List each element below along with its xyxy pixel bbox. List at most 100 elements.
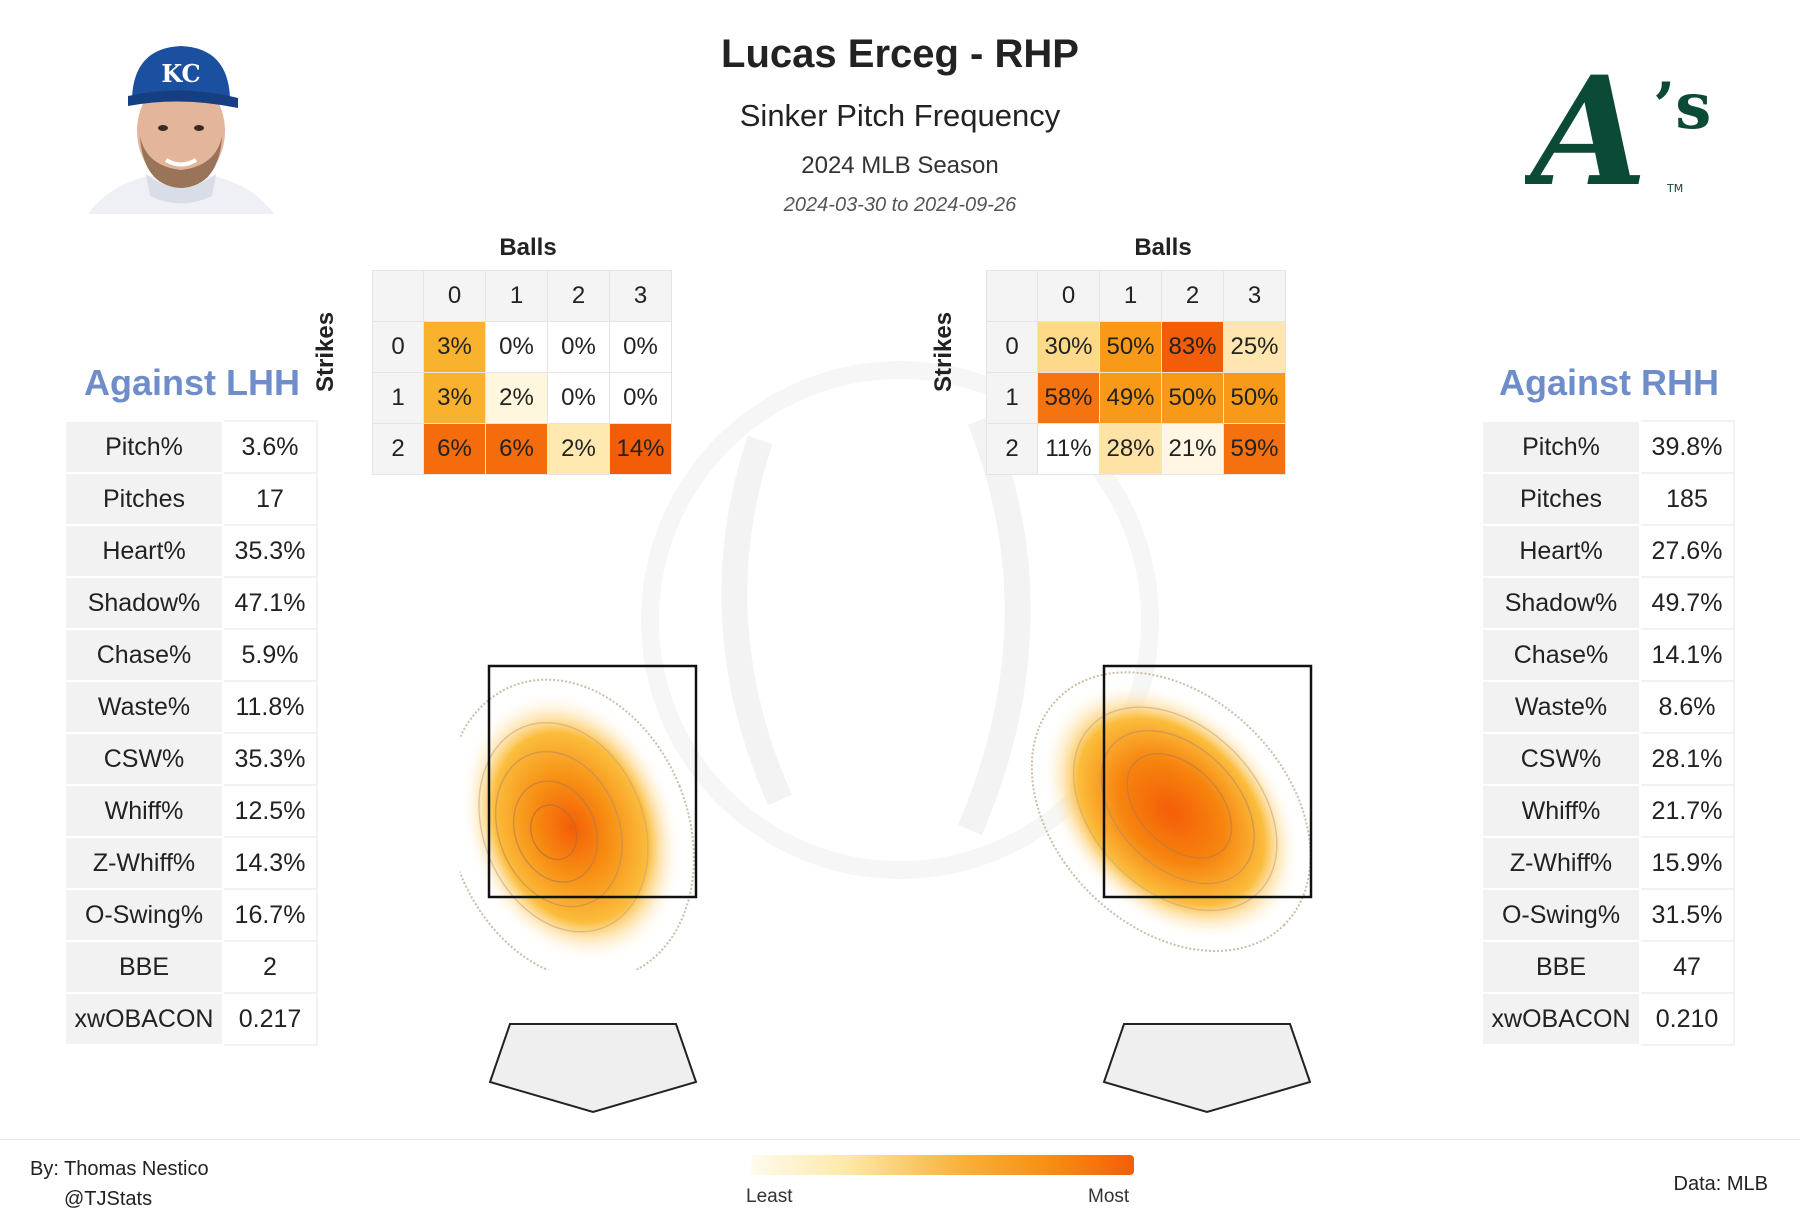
svg-text:A: A: [1525, 44, 1647, 196]
count-cell: 14%: [609, 423, 672, 475]
count-cell: 3%: [423, 321, 486, 373]
left-strikes-label: Strikes: [312, 311, 339, 392]
stat-label: Whiff%: [1481, 784, 1641, 838]
stat-value: 17: [222, 472, 318, 526]
stat-label: Heart%: [64, 524, 224, 578]
stat-value: 0.210: [1639, 992, 1735, 1046]
stat-label: CSW%: [64, 732, 224, 786]
count-cell: 28%: [1099, 423, 1162, 475]
strikes-header: 1: [986, 372, 1038, 424]
count-corner: [372, 270, 424, 322]
right-location-heatmap: [1030, 664, 1313, 952]
stat-label: Waste%: [1481, 680, 1641, 734]
count-cell: 59%: [1223, 423, 1286, 475]
left-location-heatmap: [460, 664, 698, 970]
stat-value: 0.217: [222, 992, 318, 1046]
stat-row: Whiff% 12.5%: [64, 784, 318, 838]
stat-value: 14.3%: [222, 836, 318, 890]
team-logo: A ’s TM: [1519, 36, 1715, 220]
count-row: 2 11% 28% 21% 59%: [986, 423, 1286, 475]
color-legend-bar: [751, 1155, 1134, 1175]
data-source: Data: MLB: [1673, 1173, 1768, 1195]
count-cell: 2%: [485, 372, 548, 424]
legend-most-label: Most: [1088, 1186, 1130, 1207]
stat-label: Chase%: [64, 628, 224, 682]
stat-value: 185: [1639, 472, 1735, 526]
stat-value: 14.1%: [1639, 628, 1735, 682]
count-cell: 0%: [609, 372, 672, 424]
stat-label: Whiff%: [64, 784, 224, 838]
stat-label: xwOBACON: [64, 992, 224, 1046]
stat-row: CSW% 28.1%: [1481, 732, 1735, 786]
balls-header: 2: [547, 270, 610, 322]
stat-row: xwOBACON 0.210: [1481, 992, 1735, 1046]
stat-value: 15.9%: [1639, 836, 1735, 890]
stat-label: Pitches: [64, 472, 224, 526]
count-row: 0 3% 0% 0% 0%: [372, 321, 672, 373]
credit-author: By: Thomas Nestico: [30, 1158, 209, 1180]
count-cell: 25%: [1223, 321, 1286, 373]
stat-value: 16.7%: [222, 888, 318, 942]
stat-label: Z-Whiff%: [64, 836, 224, 890]
balls-header: 1: [1099, 270, 1162, 322]
svg-text:KC: KC: [161, 59, 200, 88]
stat-value: 49.7%: [1639, 576, 1735, 630]
strikes-header: 0: [372, 321, 424, 373]
stat-label: O-Swing%: [64, 888, 224, 942]
count-cell: 6%: [423, 423, 486, 475]
season-label: 2024 MLB Season: [801, 152, 999, 179]
stat-label: CSW%: [1481, 732, 1641, 786]
footer-divider: [0, 1139, 1800, 1140]
athletics-logo-icon: A ’s TM: [1519, 44, 1711, 220]
right-balls-label: Balls: [1134, 234, 1192, 261]
stat-value: 11.8%: [222, 680, 318, 734]
count-row: 0 30% 50% 83% 25%: [986, 321, 1286, 373]
stat-value: 12.5%: [222, 784, 318, 838]
stat-label: Z-Whiff%: [1481, 836, 1641, 890]
balls-header: 3: [1223, 270, 1286, 322]
stat-label: BBE: [1481, 940, 1641, 994]
stat-row: Shadow% 49.7%: [1481, 576, 1735, 630]
stat-label: Pitches: [1481, 472, 1641, 526]
count-row: 2 6% 6% 2% 14%: [372, 423, 672, 475]
stat-value: 8.6%: [1639, 680, 1735, 734]
right-strikes-label: Strikes: [930, 311, 957, 392]
left-count-table: 0 1 2 3 0 3% 0% 0% 0% 1 3% 2% 0% 0% 2 6% 6% 2% 14%: [372, 270, 672, 475]
right-strike-zone: [1102, 664, 1313, 899]
stat-row: Chase% 14.1%: [1481, 628, 1735, 682]
page-title: Lucas Erceg - RHP: [721, 32, 1079, 76]
left-balls-label: Balls: [499, 234, 557, 261]
stat-value: 35.3%: [222, 524, 318, 578]
balls-header: 0: [423, 270, 486, 322]
right-side-title: Against RHH: [1498, 362, 1719, 403]
stat-row: BBE 47: [1481, 940, 1735, 994]
left-stats-table: Pitch% 3.6% Pitches 17 Heart% 35.3% Shadow% 47.…: [64, 420, 318, 1046]
stat-row: Pitches 17: [64, 472, 318, 526]
right-home-plate-icon: [1102, 1023, 1312, 1114]
stat-label: Shadow%: [64, 576, 224, 630]
count-cell: 50%: [1223, 372, 1286, 424]
credit-handle: @TJStats: [64, 1188, 153, 1210]
count-cell: 83%: [1161, 321, 1224, 373]
stat-row: BBE 2: [64, 940, 318, 994]
stat-value: 21.7%: [1639, 784, 1735, 838]
stat-row: Heart% 27.6%: [1481, 524, 1735, 578]
stat-row: Whiff% 21.7%: [1481, 784, 1735, 838]
stat-label: Pitch%: [64, 420, 224, 474]
svg-text:’s: ’s: [1653, 69, 1711, 144]
stat-row: Waste% 8.6%: [1481, 680, 1735, 734]
left-strike-zone: [487, 664, 698, 899]
strikes-header: 2: [372, 423, 424, 475]
stat-value: 2: [222, 940, 318, 994]
stat-label: O-Swing%: [1481, 888, 1641, 942]
stat-label: Chase%: [1481, 628, 1641, 682]
count-cell: 6%: [485, 423, 548, 475]
legend-least-label: Least: [746, 1186, 793, 1207]
stat-row: Chase% 5.9%: [64, 628, 318, 682]
stat-value: 35.3%: [222, 732, 318, 786]
stat-value: 47.1%: [222, 576, 318, 630]
stat-value: 27.6%: [1639, 524, 1735, 578]
count-cell: 11%: [1037, 423, 1100, 475]
